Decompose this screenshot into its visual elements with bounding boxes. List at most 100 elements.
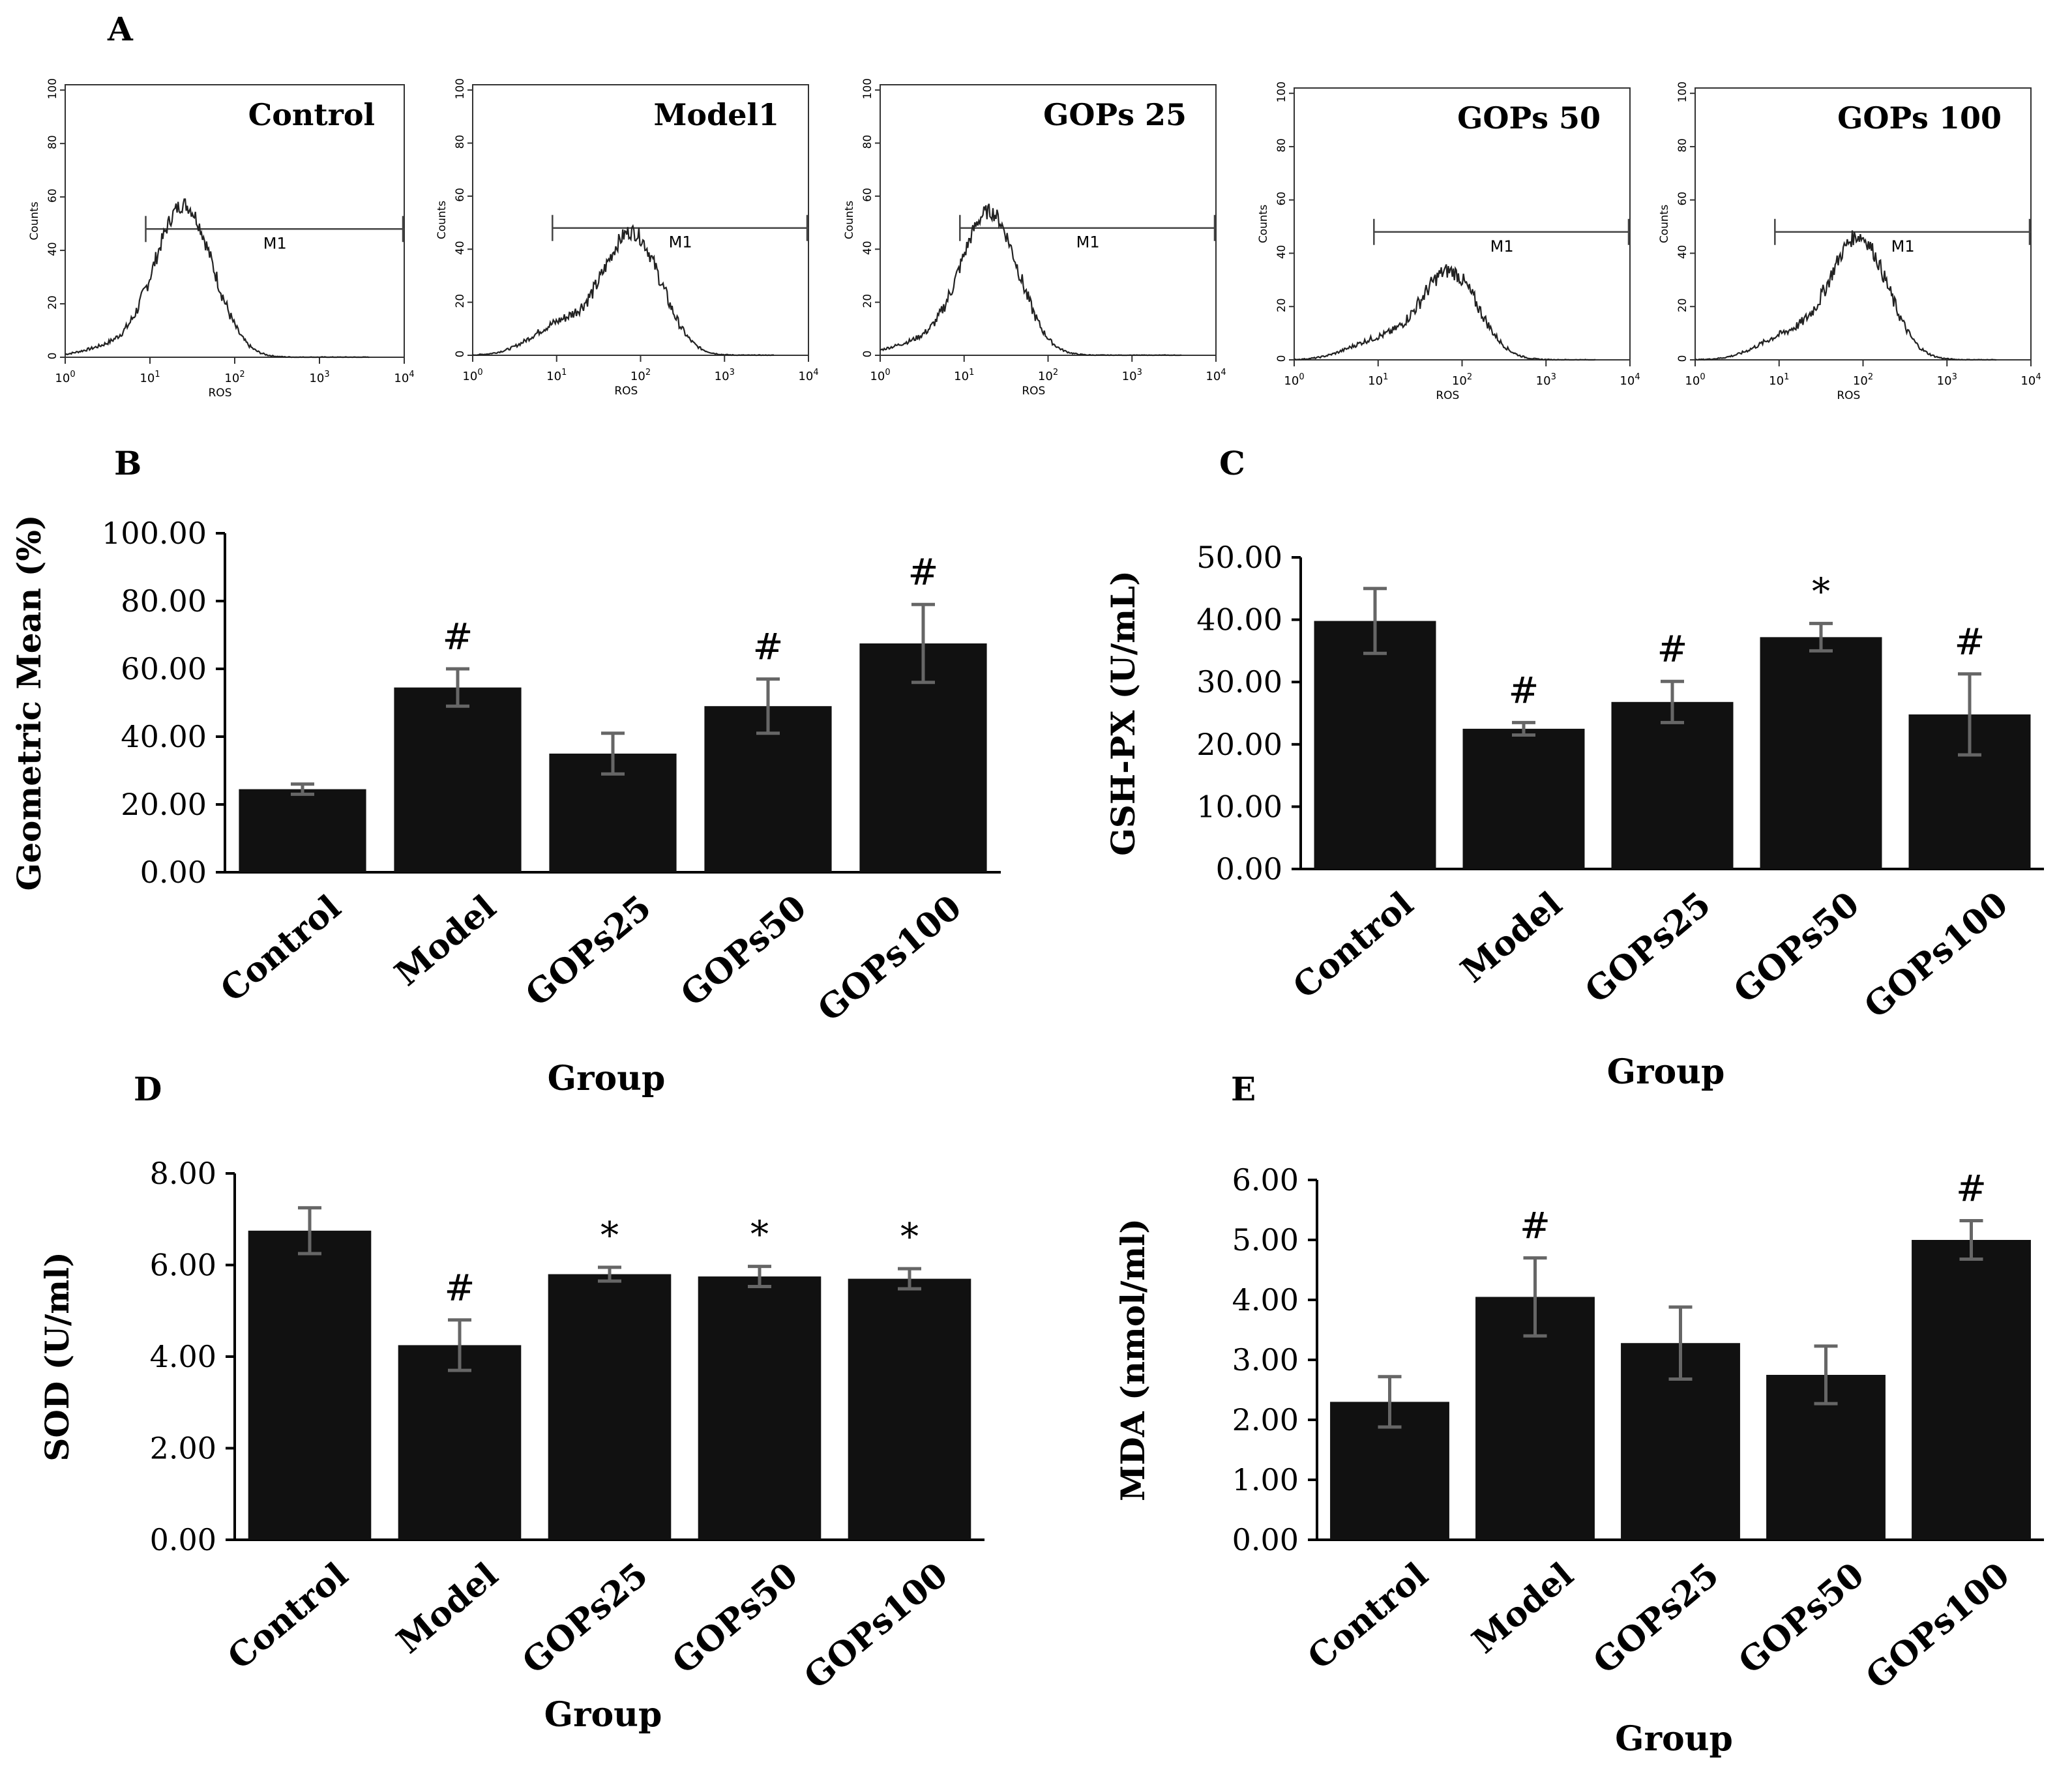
bar [548, 1274, 672, 1540]
histogram-y-tick-label: 100 [46, 78, 59, 99]
histogram-title: GOPs 50 [1457, 100, 1601, 136]
category-label: GOPs50 [673, 887, 814, 1014]
histogram-y-tick-label: 20 [1275, 298, 1288, 312]
histogram-x-tick-label: 100 [1284, 372, 1304, 388]
histogram-x-tick-label: 104 [2020, 372, 2041, 388]
histogram-trace [472, 224, 774, 357]
histogram-y-tick-label: 40 [454, 241, 467, 255]
histogram-trace [1695, 230, 1996, 361]
bar [1314, 621, 1436, 869]
x-axis-label: Group [544, 1695, 662, 1735]
y-tick-label: 6.00 [1232, 1162, 1299, 1198]
histogram-1: 0 20 40 60 80 100 Counts 100 101 102 103 104 ROS M1 Mo… [436, 78, 819, 398]
histogram-x-tick-label: 103 [1536, 372, 1556, 388]
category-label: Model [1465, 1555, 1581, 1661]
histogram-y-tick-label: 40 [1275, 245, 1288, 259]
histogram-y-tick-label: 80 [1676, 138, 1689, 153]
histogram-y-tick-label: 20 [454, 294, 467, 308]
histogram-y-tick-label: 80 [46, 135, 59, 149]
histogram-x-label: ROS [1837, 389, 1860, 402]
histogram-x-label: ROS [1022, 385, 1045, 398]
histogram-y-label: Counts [843, 201, 856, 239]
histogram-y-tick-label: 80 [1275, 138, 1288, 153]
histogram-x-tick-label: 100 [462, 368, 482, 383]
histogram-title: GOPs 25 [1043, 97, 1187, 132]
significance-marker: # [1509, 670, 1539, 712]
ros-histograms: 0 20 40 60 80 100 Counts 100 101 102 103 104 ROS M1 Co… [28, 78, 2041, 402]
category-label: GOPs100 [797, 1555, 955, 1697]
histogram-x-label: ROS [1436, 389, 1459, 402]
x-axis-label: Group [548, 1059, 666, 1098]
bar [398, 1345, 522, 1540]
category-label: Control [220, 1555, 356, 1677]
category-label: GOPs25 [1578, 884, 1719, 1011]
histogram-x-tick-label: 101 [546, 368, 567, 383]
histogram-y-tick-label: 100 [1275, 81, 1288, 102]
bar-chart-D: 0.00 2.00 4.00 6.00 8.00 SOD (U/ml) Control # Mo… [38, 1156, 984, 1735]
y-tick-label: 0.00 [140, 855, 207, 890]
category-label: Control [1286, 884, 1421, 1007]
panel-label-c: C [1219, 444, 1245, 482]
bar [1611, 701, 1734, 869]
y-tick-label: 2.00 [1232, 1402, 1299, 1437]
category-label: GOPs25 [1586, 1555, 1726, 1682]
histogram-y-tick-label: 0 [454, 351, 467, 358]
category-label: GOPs100 [810, 887, 969, 1029]
y-tick-label: 5.00 [1232, 1222, 1299, 1258]
y-tick-label: 8.00 [150, 1156, 216, 1191]
histogram-x-tick-label: 101 [1368, 372, 1388, 388]
histogram-x-tick-label: 104 [798, 368, 818, 383]
histogram-4: 0 20 40 60 80 100 Counts 100 101 102 103 104 ROS M1 GO… [1658, 81, 2041, 402]
histogram-y-tick-label: 20 [1676, 298, 1689, 312]
histogram-y-tick-label: 100 [454, 78, 467, 99]
histogram-x-tick-label: 100 [55, 370, 75, 385]
bar [1912, 1240, 2031, 1540]
category-label: GOPs50 [665, 1555, 806, 1682]
significance-marker: # [1955, 621, 1985, 664]
y-tick-label: 0.00 [150, 1522, 216, 1557]
panel-label-b: B [114, 444, 141, 482]
histogram-0: 0 20 40 60 80 100 Counts 100 101 102 103 104 ROS M1 Co… [28, 78, 415, 400]
significance-marker: # [753, 626, 784, 669]
bar-charts: 0.00 20.00 40.00 60.00 80.00 100.00 Geometric … [10, 514, 2044, 1759]
histogram-x-tick-label: 101 [1769, 372, 1789, 388]
bar [394, 687, 522, 872]
gate-label: M1 [1076, 233, 1100, 252]
category-label: Model [387, 887, 503, 993]
histogram-3: 0 20 40 60 80 100 Counts 100 101 102 103 104 ROS M1 GO… [1257, 81, 1640, 402]
bar-chart-E: 0.00 1.00 2.00 3.00 4.00 5.00 6.00 MDA (nmol/ml… [1114, 1162, 2044, 1759]
histogram-y-label: Counts [436, 201, 449, 239]
y-tick-label: 80.00 [121, 583, 207, 619]
y-tick-label: 2.00 [150, 1431, 216, 1466]
y-axis-label: MDA (nmol/ml) [1114, 1218, 1152, 1501]
histogram-x-tick-label: 103 [309, 370, 329, 385]
histogram-x-label: ROS [209, 387, 232, 400]
histogram-title: Model1 [653, 97, 779, 132]
significance-marker: # [1520, 1205, 1550, 1248]
y-axis-label: GSH-PX (U/mL) [1104, 570, 1142, 856]
histogram-y-tick-label: 80 [861, 135, 874, 149]
histogram-y-label: Counts [28, 201, 41, 240]
bar [248, 1230, 372, 1540]
significance-marker: # [445, 1267, 475, 1310]
significance-marker: * [600, 1214, 619, 1257]
histogram-y-tick-label: 40 [1676, 245, 1689, 259]
gate-label: M1 [263, 234, 287, 252]
x-axis-label: Group [1607, 1052, 1725, 1092]
y-tick-label: 30.00 [1196, 664, 1282, 699]
bar [1760, 637, 1882, 869]
bar [848, 1278, 971, 1540]
category-label: Model [1453, 884, 1569, 990]
histogram-trace [65, 198, 370, 359]
histogram-x-tick-label: 103 [715, 368, 735, 383]
histogram-y-tick-label: 40 [46, 242, 59, 256]
histogram-x-tick-label: 102 [630, 368, 651, 383]
gate-label: M1 [1891, 237, 1915, 256]
bar-chart-B: 0.00 20.00 40.00 60.00 80.00 100.00 Geometric … [10, 514, 1001, 1098]
histogram-2: 0 20 40 60 80 100 Counts 100 101 102 103 104 ROS M1 GO… [843, 78, 1226, 398]
histogram-title: GOPs 100 [1837, 100, 2002, 136]
histogram-y-tick-label: 60 [1275, 192, 1288, 206]
histogram-y-tick-label: 0 [46, 353, 59, 360]
y-axis-label: Geometric Mean (%) [10, 514, 48, 890]
